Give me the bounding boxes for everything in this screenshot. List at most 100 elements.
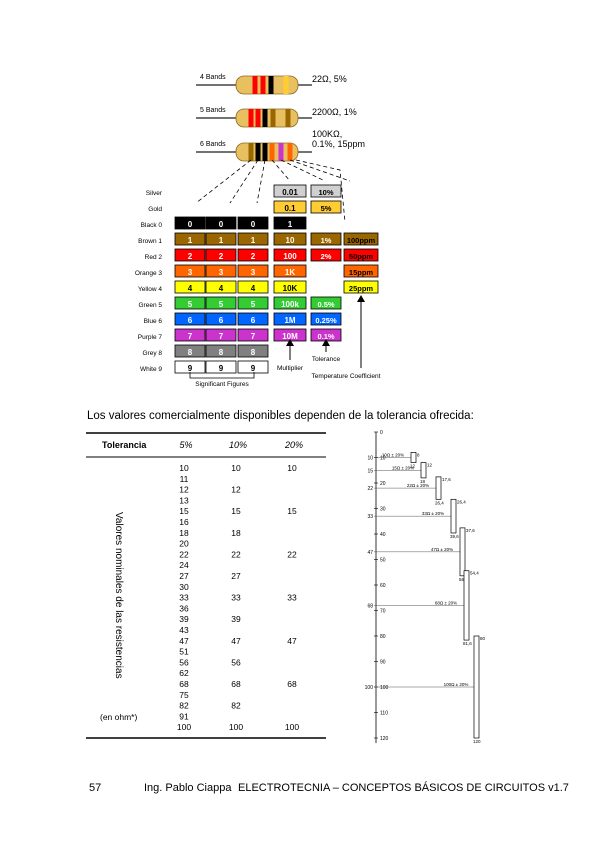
scale-range-box (410, 452, 417, 463)
resistor-3: 6 Bands 100KΩ,0.1%, 15ppm (196, 129, 365, 162)
multiplier-value: 0.1 (284, 204, 296, 213)
scale-tick-label: 20 (380, 481, 386, 487)
scale-range-top: 26,4 (457, 499, 466, 504)
digit-value: 9 (219, 364, 224, 373)
scale-line-label: 15Ω ± 20% (392, 465, 414, 470)
value-20pct: 100 (285, 722, 299, 732)
color-row-label: Blue 6 (144, 318, 163, 325)
scale-range-bottom: 120 (473, 739, 481, 744)
multiplier-value: 1K (285, 268, 295, 277)
resistor-value-label: 22Ω, 5% (312, 74, 347, 84)
legend-tolerance: Tolerance (312, 356, 341, 363)
digit-value: 1 (188, 236, 193, 245)
value-5pct: 27 (179, 571, 189, 581)
multiplier-cell (273, 264, 307, 278)
digit-cell (237, 264, 269, 278)
digit-cell (237, 248, 269, 262)
scale-tick-label: 0 (380, 430, 383, 436)
scale-nominal-label: 10 (367, 456, 373, 462)
value-20pct: 10 (287, 463, 297, 473)
digit-cell (237, 280, 269, 294)
tolerance-cell (310, 232, 342, 246)
resistor-band-count-label: 4 Bands (200, 74, 226, 81)
page-number: 57 (89, 782, 102, 794)
value-5pct: 36 (179, 603, 189, 613)
value-5pct: 30 (179, 582, 189, 592)
scale-nominal-label: 22 (367, 486, 373, 492)
tolerance-value: 0.1% (317, 332, 334, 341)
value-20pct: 15 (287, 506, 297, 516)
color-row-label: Gold (148, 206, 162, 213)
value-5pct: 12 (179, 485, 189, 495)
digit-value: 4 (188, 284, 193, 293)
tolerance-value: 1% (321, 236, 332, 245)
multiplier-cell (273, 216, 307, 230)
tempco-value: 50ppm (349, 252, 374, 261)
digit-value: 6 (251, 316, 256, 325)
digit-value: 9 (188, 364, 193, 373)
multiplier-value: 10M (282, 332, 298, 341)
value-5pct: 11 (180, 474, 189, 484)
value-10pct: 10 (231, 463, 241, 473)
value-5pct: 16 (179, 517, 189, 527)
tempco-cell (343, 232, 379, 246)
scale-tick-label: 110 (380, 711, 388, 717)
dashed-leader-line (280, 159, 326, 182)
value-5pct: 82 (179, 701, 189, 711)
digit-value: 6 (219, 316, 224, 325)
multiplier-value: 100 (283, 252, 297, 261)
multiplier-value: 100k (281, 300, 299, 309)
multiplier-cell (273, 296, 307, 310)
digit-value: 0 (188, 220, 193, 229)
value-5pct: 91 (179, 711, 189, 721)
digit-cell (174, 232, 206, 246)
resistor-band-black (262, 143, 268, 161)
value-10pct: 27 (231, 571, 241, 581)
value-5pct: 100 (177, 722, 191, 732)
value-10pct: 12 (231, 485, 241, 495)
scale-nominal-label: 15 (367, 468, 373, 474)
scale-range-top: 37,6 (466, 528, 475, 533)
value-10pct: 100 (229, 722, 243, 732)
value-5pct: 75 (179, 690, 189, 700)
multiplier-cell (273, 312, 307, 326)
value-20pct: 68 (287, 679, 297, 689)
resistor-value-label: 2200Ω, 1% (312, 107, 357, 117)
resistor-value-label: 0.1%, 15ppm (312, 139, 365, 149)
scale-range-top: 80 (480, 636, 486, 641)
resistor-band-orange (287, 143, 293, 161)
scale-nominal-label: 68 (367, 603, 373, 609)
unit-label: (en ohm*) (100, 712, 137, 722)
resistor-band-count-label: 5 Bands (200, 107, 226, 114)
color-row-label: Red 2 (145, 254, 163, 261)
scale-line-label: 33Ω ± 20% (422, 511, 444, 516)
scale-tick-label: 90 (380, 660, 386, 666)
value-5pct: 24 (179, 560, 189, 570)
resistor-band-black (262, 109, 268, 127)
multiplier-cell (273, 280, 307, 294)
caption: Los valores comercialmente disponibles d… (87, 410, 474, 422)
digit-cell (174, 296, 206, 310)
table-header-tolerancia: Tolerancia (102, 440, 147, 450)
digit-cell (205, 344, 237, 358)
digit-value: 4 (251, 284, 256, 293)
value-20pct: 22 (287, 549, 297, 559)
digit-cell (205, 216, 237, 230)
digit-cell (237, 328, 269, 342)
digit-cell (174, 280, 206, 294)
resistor-band-brown (248, 143, 254, 161)
scale-range-box (420, 462, 427, 479)
value-10pct: 56 (231, 657, 241, 667)
multiplier-value: 10 (286, 236, 295, 245)
digit-value: 7 (219, 332, 224, 341)
digit-cell (205, 248, 237, 262)
digit-cell (237, 296, 269, 310)
value-5pct: 15 (179, 506, 189, 516)
resistor-band-count-label: 6 Bands (200, 141, 226, 148)
scale-range-bottom: 18 (420, 479, 426, 484)
table-column-header: 20% (284, 440, 303, 450)
scale-range-box (435, 476, 442, 500)
scale-tick-label: 100 (380, 685, 389, 691)
digit-cell (174, 344, 206, 358)
digit-value: 0 (219, 220, 224, 229)
